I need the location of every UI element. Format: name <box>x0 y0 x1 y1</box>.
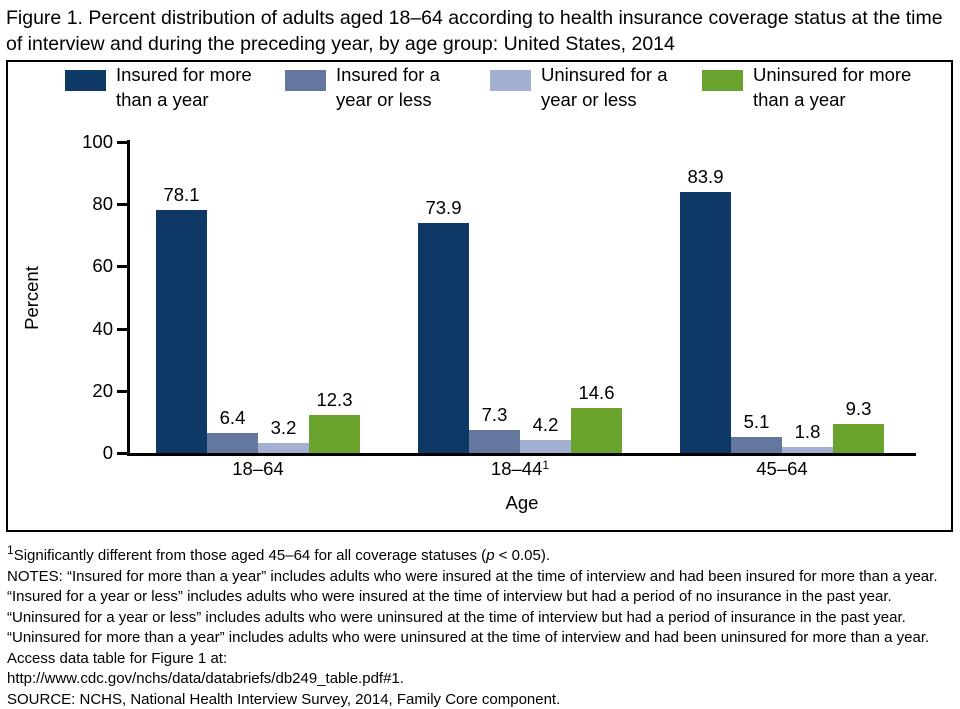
bar-value-label: 4.2 <box>532 413 559 435</box>
bar-value-label: 5.1 <box>743 411 770 433</box>
legend-label: Uninsured for a year or less <box>541 64 668 110</box>
y-tick-label: 60 <box>92 255 113 277</box>
x-tick-label: 45–64 <box>756 458 808 479</box>
footnote-significance: 1Significantly different from those aged… <box>7 543 953 567</box>
bar <box>258 443 309 453</box>
x-tick-superscript: 1 <box>542 458 550 472</box>
y-tick-mark <box>117 203 127 207</box>
x-tick-label: 18–441 <box>490 458 550 479</box>
y-tick-mark <box>117 141 127 144</box>
legend-swatch <box>490 70 531 91</box>
footnote-text-end: < 0.05). <box>494 547 550 564</box>
bar-value-label: 12.3 <box>316 388 353 410</box>
legend-swatch <box>702 70 743 91</box>
footnote-text: Significantly different from those aged … <box>13 547 487 564</box>
bar-value-label: 78.1 <box>163 184 200 206</box>
x-axis-title: Age <box>505 492 539 513</box>
footnote-source: SOURCE: NCHS, National Health Interview … <box>7 690 561 708</box>
bar-value-label: 1.8 <box>794 421 821 443</box>
y-tick-mark <box>117 265 127 269</box>
legend-label: Insured for a year or less <box>336 64 440 110</box>
bar <box>469 430 520 453</box>
bar <box>520 439 571 453</box>
footnote-p-italic: p <box>486 547 495 564</box>
footnote-url: http://www.cdc.gov/nchs/data/databriefs/… <box>7 670 404 687</box>
y-axis-line <box>127 140 130 456</box>
y-tick-label: 40 <box>92 317 113 339</box>
bar <box>156 210 207 453</box>
bar <box>571 407 622 453</box>
y-tick-label: 100 <box>82 131 113 152</box>
bar-value-label: 9.3 <box>845 398 872 420</box>
bar-value-label: 73.9 <box>425 197 462 219</box>
bar <box>680 192 731 453</box>
bar <box>782 447 833 453</box>
bar <box>731 437 782 453</box>
y-tick-mark <box>117 389 127 393</box>
legend-label: Uninsured for more than a year <box>753 64 912 110</box>
y-tick-label: 80 <box>92 193 113 215</box>
x-axis-line <box>127 453 916 456</box>
legend-swatch <box>285 70 326 91</box>
y-tick-label: 0 <box>102 442 113 463</box>
bar <box>309 414 360 453</box>
footnote-superscript: 1 <box>7 543 14 557</box>
figure-title: Figure 1. Percent distribution of adults… <box>6 7 943 55</box>
bar <box>207 433 258 453</box>
bar-value-label: 7.3 <box>481 404 508 426</box>
legend-swatch <box>65 70 106 91</box>
x-tick-label: 18–64 <box>232 458 284 479</box>
bar <box>418 223 469 453</box>
y-tick-mark <box>117 452 127 455</box>
y-axis-title: Percent <box>21 266 42 330</box>
footnotes: 1Significantly different from those aged… <box>7 543 953 709</box>
bar-value-label: 14.6 <box>578 381 615 403</box>
legend-label: Insured for more than a year <box>116 64 252 110</box>
bar-value-label: 3.2 <box>270 417 297 439</box>
chart-frame: Insured for more than a year Insured for … <box>6 60 953 532</box>
bar-value-label: 6.4 <box>219 407 246 429</box>
y-tick-mark <box>117 327 127 331</box>
y-tick-label: 20 <box>92 379 113 401</box>
footnote-notes: NOTES: “Insured for more than a year” in… <box>7 567 938 667</box>
bar-value-label: 83.9 <box>687 166 724 188</box>
bar <box>833 424 884 453</box>
